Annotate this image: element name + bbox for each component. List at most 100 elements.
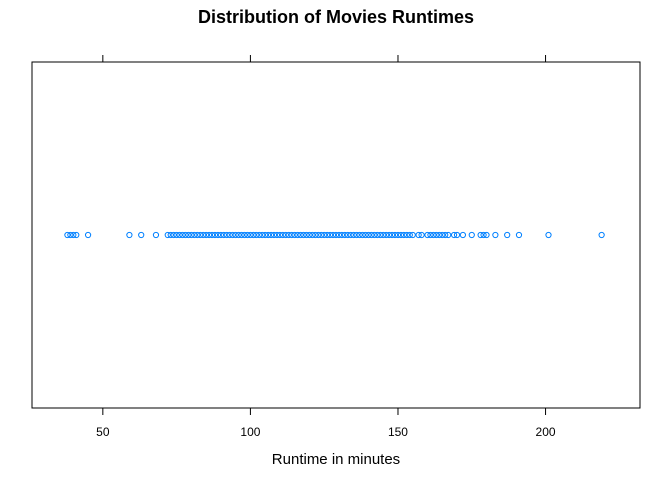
- runtime-point: [350, 231, 357, 239]
- runtime-point: [294, 231, 301, 239]
- x-tick-label: 100: [240, 425, 260, 439]
- runtime-point: [182, 231, 189, 239]
- runtime-point: [211, 231, 219, 239]
- x-axis-label: Runtime in minutes: [272, 451, 400, 468]
- runtime-point: [297, 231, 304, 239]
- runtime-point: [368, 231, 375, 239]
- runtime-point: [250, 231, 257, 239]
- runtime-point: [415, 231, 422, 239]
- x-tick-label: 150: [388, 425, 408, 439]
- runtime-point: [229, 231, 236, 239]
- runtime-point: [338, 231, 346, 239]
- runtime-point: [359, 231, 366, 239]
- runtime-point: [321, 231, 328, 239]
- runtime-point: [176, 231, 183, 239]
- runtime-point: [235, 231, 242, 239]
- runtime-point: [394, 231, 402, 239]
- runtime-point: [436, 231, 443, 239]
- runtime-point: [273, 231, 281, 239]
- runtime-point: [173, 231, 180, 239]
- runtime-point: [208, 231, 216, 239]
- runtime-point: [126, 231, 133, 239]
- runtime-point: [386, 231, 393, 239]
- runtime-point: [450, 231, 458, 239]
- runtime-point: [353, 231, 360, 239]
- runtime-point: [362, 231, 369, 239]
- runtime-point: [226, 231, 233, 239]
- runtime-point: [418, 231, 425, 239]
- runtime-point: [217, 231, 224, 239]
- runtime-point: [332, 231, 340, 239]
- x-tick-label: 200: [536, 425, 556, 439]
- runtime-point: [424, 231, 431, 239]
- runtime-point: [185, 231, 192, 239]
- runtime-point: [223, 231, 230, 239]
- runtime-point: [67, 231, 74, 239]
- runtime-point: [203, 231, 210, 239]
- runtime-point: [282, 231, 289, 239]
- runtime-point: [409, 231, 416, 239]
- runtime-point: [244, 231, 251, 239]
- runtime-point: [70, 231, 77, 239]
- runtime-point: [285, 231, 292, 239]
- runtime-point: [232, 231, 239, 239]
- runtime-point: [270, 231, 278, 239]
- runtime-point: [84, 231, 92, 239]
- runtime-point: [324, 231, 331, 239]
- runtime-point: [391, 231, 399, 239]
- runtime-point: [197, 231, 204, 239]
- runtime-point: [492, 231, 499, 239]
- runtime-point: [288, 231, 295, 239]
- runtime-point: [238, 231, 245, 239]
- runtime-point: [276, 231, 284, 239]
- runtime-point: [515, 231, 523, 239]
- runtime-point: [220, 231, 227, 239]
- runtime-point: [306, 231, 313, 239]
- runtime-point: [329, 231, 337, 239]
- runtime-point: [188, 231, 195, 239]
- runtime-point: [265, 231, 272, 239]
- runtime-point: [445, 231, 452, 239]
- x-axis-tick-labels: 50 100 150 200: [96, 425, 556, 439]
- runtime-point: [388, 231, 396, 239]
- runtime-point: [164, 231, 171, 239]
- runtime-point: [430, 231, 437, 239]
- runtime-point: [504, 231, 511, 239]
- runtime-point: [179, 231, 186, 239]
- runtime-point: [170, 231, 177, 239]
- runtime-point: [453, 231, 461, 239]
- runtime-point: [262, 231, 269, 239]
- runtime-point: [459, 231, 467, 239]
- top-axis-ticks: [102, 55, 547, 62]
- runtime-point: [365, 231, 372, 239]
- runtime-point: [194, 231, 201, 239]
- runtime-point: [400, 231, 407, 239]
- runtime-point: [344, 231, 351, 239]
- runtime-point: [303, 231, 310, 239]
- runtime-point: [371, 231, 378, 239]
- runtime-point: [433, 231, 440, 239]
- runtime-point: [267, 231, 275, 239]
- runtime-point: [377, 231, 384, 239]
- runtime-point: [545, 231, 552, 239]
- runtime-point: [253, 231, 260, 239]
- runtime-point: [374, 231, 381, 239]
- runtime-point: [138, 231, 145, 239]
- runtime-point: [167, 231, 174, 239]
- runtime-point: [309, 231, 316, 239]
- runtime-point: [73, 231, 80, 239]
- runtime-point: [403, 231, 410, 239]
- runtime-point: [312, 231, 319, 239]
- runtime-point: [205, 231, 213, 239]
- runtime-point: [598, 231, 605, 239]
- runtime-point: [64, 231, 71, 239]
- runtime-point: [439, 231, 446, 239]
- runtime-point: [200, 231, 207, 239]
- runtime-point: [468, 231, 475, 239]
- runtime-point: [291, 231, 298, 239]
- runtime-point: [247, 231, 254, 239]
- runtime-point: [315, 231, 322, 239]
- bottom-axis-ticks: [102, 408, 547, 415]
